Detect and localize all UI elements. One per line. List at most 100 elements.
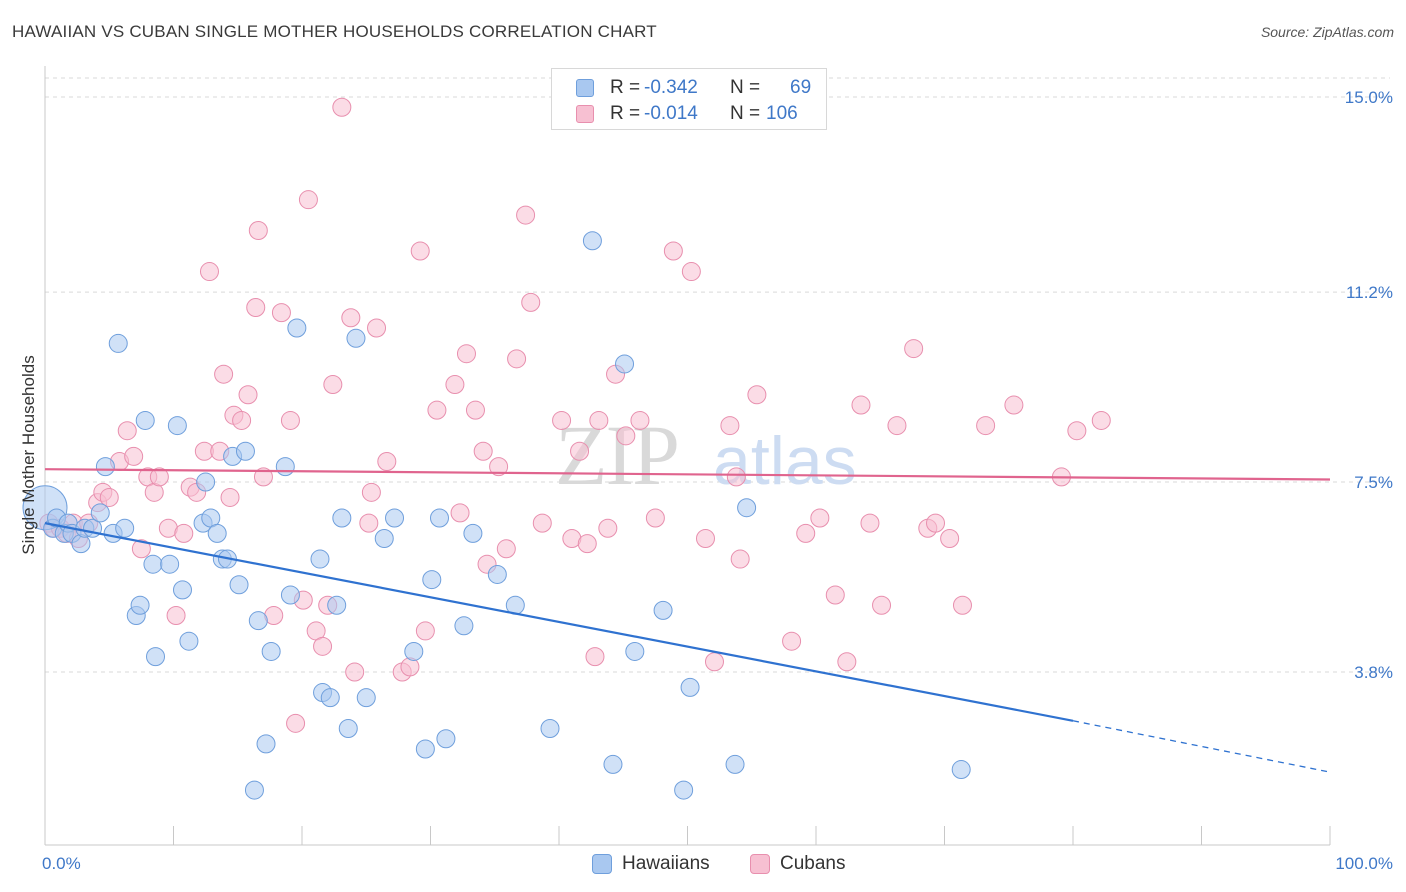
hawaiians-point	[160, 554, 180, 574]
n-value: 69	[790, 77, 812, 98]
stats-legend: R = -0.342 N = 69 R = -0.014 N = 106	[551, 68, 827, 130]
hawaiians-point	[422, 570, 442, 590]
y-tick-label: 15.0%	[1345, 88, 1393, 107]
hawaiians-point	[320, 688, 340, 708]
cubans-point	[720, 416, 740, 436]
chart-title: HAWAIIAN VS CUBAN SINGLE MOTHER HOUSEHOL…	[12, 22, 657, 41]
hawaiians-point	[280, 585, 300, 605]
hawaiians-point	[135, 410, 155, 430]
cubans-point	[681, 262, 701, 282]
cubans-point	[507, 349, 527, 369]
trend-lines	[44, 468, 1331, 773]
hawaiians-point	[429, 508, 449, 528]
cubans-point	[825, 585, 845, 605]
hawaiians-point	[737, 498, 757, 518]
cubans-point	[577, 534, 597, 554]
hawaiians-point	[653, 600, 673, 620]
cubans-point	[747, 385, 767, 405]
cubans-point	[427, 400, 447, 420]
cubans-point	[361, 482, 381, 502]
cubans-point	[516, 205, 536, 225]
cubans-point	[377, 452, 397, 472]
cubans-point	[976, 416, 996, 436]
hawaiians-point	[582, 231, 602, 251]
cubans-point	[323, 375, 343, 394]
hawaiians-point	[454, 616, 474, 636]
cubans-point	[872, 595, 892, 615]
stats-row-hawaiians: R = -0.342 N = 69	[552, 75, 826, 101]
cubans-point	[410, 241, 430, 261]
source-label: Source: ZipAtlas.com	[1260, 24, 1394, 40]
cubans-point	[851, 395, 871, 415]
cubans-point	[149, 467, 169, 487]
n-value: 106	[766, 103, 798, 124]
hawaiians-point	[248, 611, 268, 631]
hawaiians-legend-swatch	[592, 854, 612, 874]
cubans-point	[332, 97, 352, 117]
cubans-point	[926, 513, 946, 533]
x-tick-label-max: 100.0%	[1335, 854, 1393, 873]
cubans-point	[199, 262, 219, 282]
cubans-point	[473, 441, 493, 461]
hawaiians-point	[244, 780, 264, 800]
hawaiians-point	[261, 641, 281, 661]
hawaiians-point	[287, 318, 307, 338]
hawaiians-point	[540, 718, 560, 738]
hawaiians-swatch	[576, 79, 594, 97]
hawaiians-point	[310, 549, 330, 569]
r-label: R =	[610, 77, 641, 98]
hawaiians-point	[680, 677, 700, 697]
legend-label-hawaiians: Hawaiians	[622, 853, 710, 874]
cubans-point	[415, 621, 435, 641]
hawaiians-point	[229, 575, 249, 595]
hawaiians-point	[603, 754, 623, 774]
hawaiians-point	[167, 416, 187, 436]
cubans-point	[585, 647, 605, 667]
cubans-point	[570, 441, 590, 461]
cubans-point	[532, 513, 552, 533]
hawaiians-point	[346, 328, 366, 348]
hawaiians-point	[196, 472, 216, 492]
cubans-point	[860, 513, 880, 533]
cubans-trend-line	[44, 468, 1331, 481]
cubans-point	[341, 308, 361, 328]
cubans-point	[253, 467, 273, 487]
cubans-point	[232, 410, 252, 430]
axes	[44, 66, 1331, 846]
cubans-point	[730, 549, 750, 569]
hawaiians-point	[256, 734, 276, 754]
cubans-legend-swatch	[750, 854, 770, 874]
hawaiians-point	[90, 503, 110, 523]
hawaiians-point	[415, 739, 435, 759]
cubans-point	[1067, 421, 1087, 441]
cubans-point	[810, 508, 830, 528]
x-tick-label-min: 0.0%	[42, 854, 81, 873]
hawaiians-point	[356, 688, 376, 708]
cubans-point	[271, 303, 291, 323]
hawaiians-point	[275, 457, 295, 477]
hawaiians-point	[130, 595, 150, 615]
cubans-point	[663, 241, 683, 261]
r-label: R =	[610, 103, 641, 124]
hawaiians-point	[436, 729, 456, 749]
hawaiians-point	[95, 457, 115, 477]
series-legend: Hawaiians Cubans	[0, 852, 1406, 878]
cubans-point	[598, 518, 618, 538]
hawaiians-point	[172, 580, 192, 600]
hawaiians-trend-line	[44, 522, 1074, 722]
hawaiians-point	[146, 647, 166, 667]
cubans-point	[952, 595, 972, 615]
tick-labels: 3.8% 7.5% 11.2% 15.0% 0.0% 100.0%	[42, 88, 1393, 873]
cubans-point	[887, 416, 907, 436]
y-axis-label: Single Mother Households	[19, 355, 38, 554]
hawaiians-point	[327, 595, 347, 615]
r-value: -0.014	[644, 103, 698, 124]
cubans-point	[496, 539, 516, 559]
cubans-point	[1004, 395, 1024, 415]
cubans-point	[726, 467, 746, 487]
hawaiians-point	[615, 354, 635, 374]
cubans-point	[166, 606, 186, 626]
cubans-point	[645, 508, 665, 528]
cubans-points	[39, 97, 1111, 733]
cubans-point	[238, 385, 258, 405]
